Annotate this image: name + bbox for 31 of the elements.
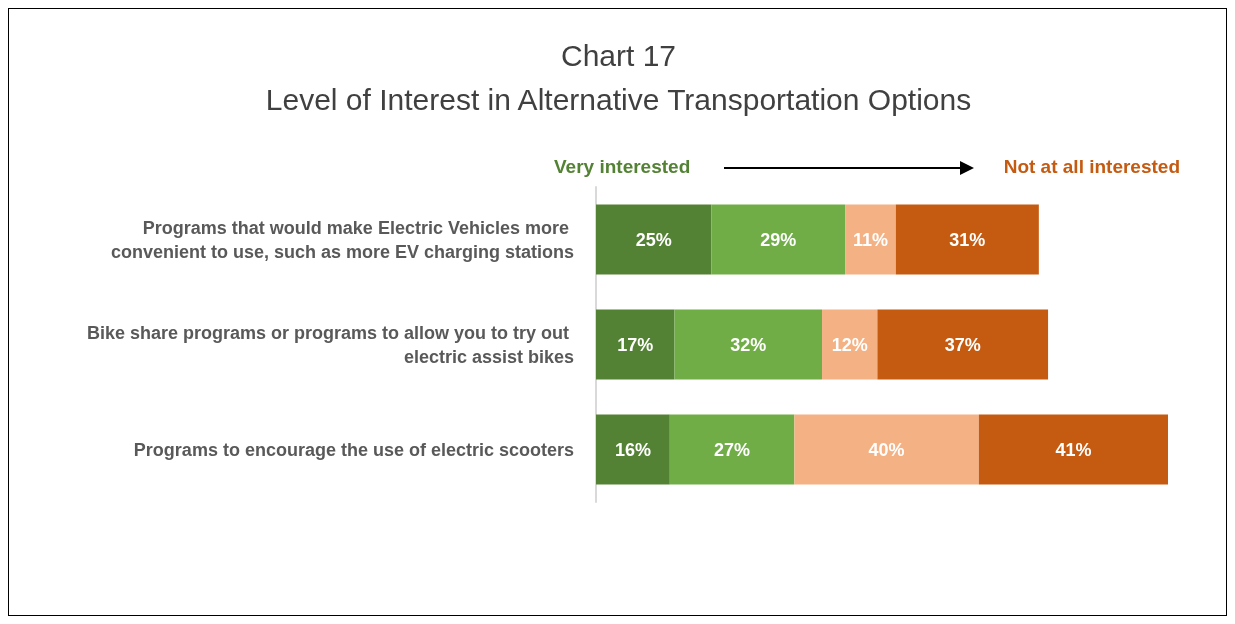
bar	[877, 309, 1049, 380]
text: Not at all interested	[1003, 156, 1181, 177]
y-tick-label: Programs to encourage the use of electric scooters	[133, 439, 574, 460]
bar	[794, 414, 979, 485]
data-label: 41%	[1055, 439, 1092, 460]
data-label: 40%	[868, 439, 905, 460]
chart-title: Chart 17	[560, 38, 677, 72]
data-label: 27%	[714, 439, 751, 460]
bar	[845, 204, 896, 275]
data-label: 12%	[831, 334, 868, 355]
y-tick-label: Bike share programs or programs to allow you to try out electric assist bikes	[86, 322, 574, 367]
data-label: 29%	[760, 229, 797, 250]
bar	[674, 309, 823, 380]
data-label: 11%	[852, 229, 888, 250]
bar	[822, 309, 878, 380]
text: Very interested	[554, 156, 691, 177]
data-label: 31%	[949, 229, 986, 250]
data-label: 37%	[944, 334, 981, 355]
data-label: 32%	[730, 334, 767, 355]
data-label: 25%	[635, 229, 672, 250]
chart-subtitle: Level of Interest in Alternative Transportation Options	[265, 82, 972, 116]
data-label: 17%	[617, 334, 654, 355]
bar	[596, 204, 712, 275]
bar	[596, 414, 670, 485]
bar	[596, 309, 675, 380]
bar	[711, 204, 846, 275]
bar	[669, 414, 795, 485]
data-label: 16%	[614, 439, 651, 460]
y-tick-label: Programs that would make Electric Vehicles more convenient to use, such as more EV charging stations	[110, 217, 574, 262]
bar	[895, 204, 1039, 275]
bar	[978, 414, 1168, 485]
